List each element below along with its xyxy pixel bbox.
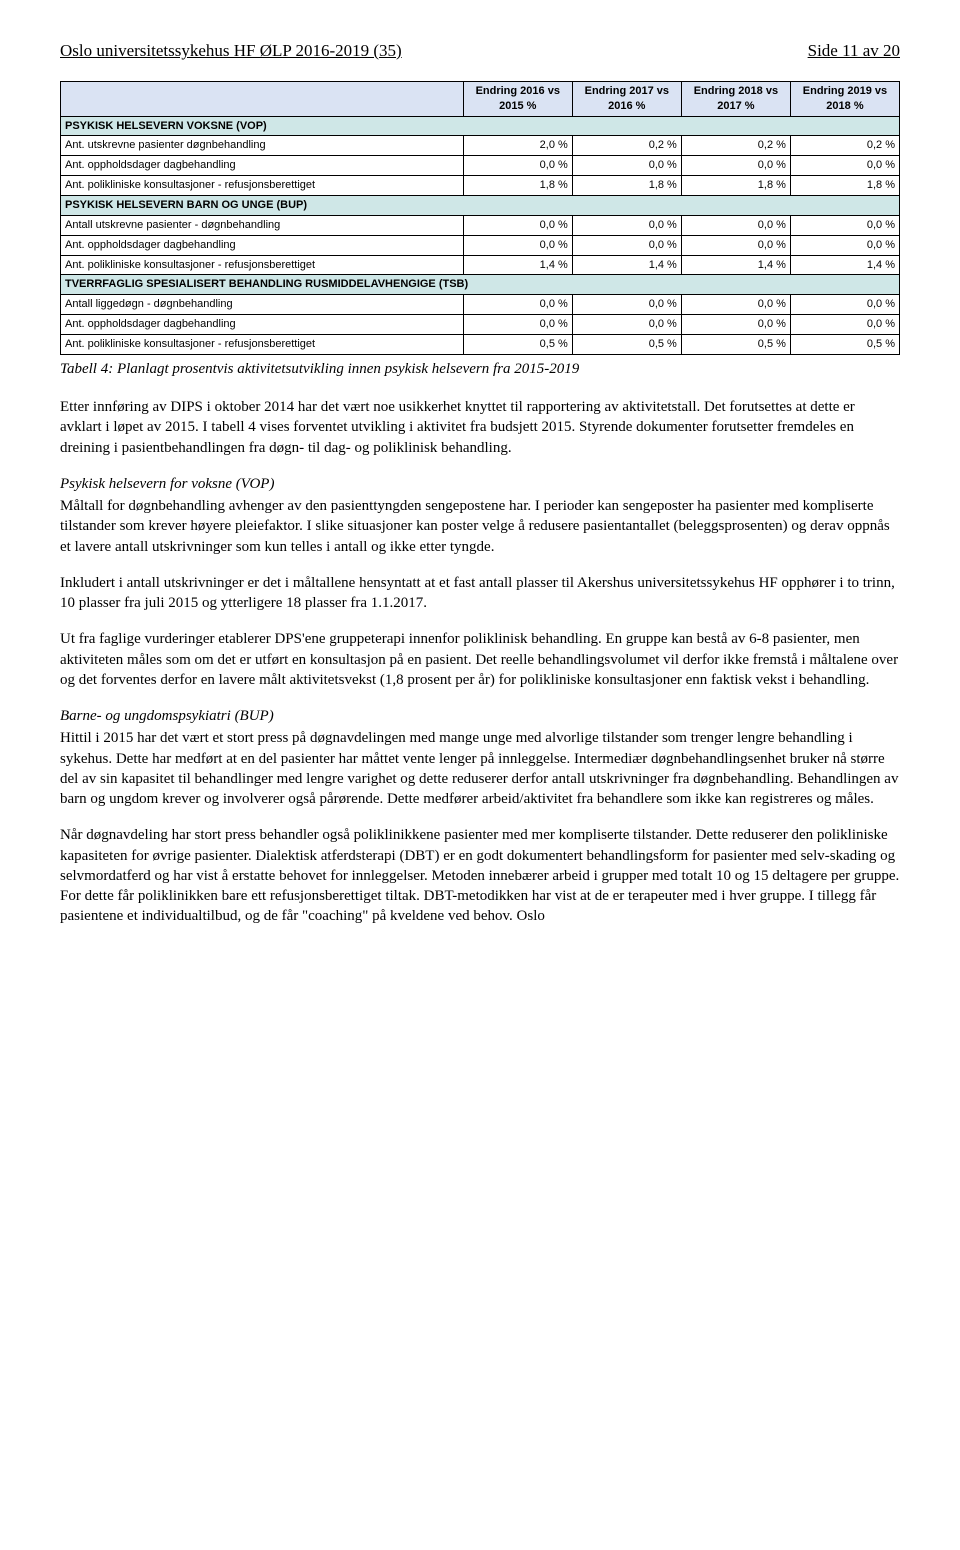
table-section-header: PSYKISK HELSEVERN VOKSNE (VOP) [61, 116, 900, 136]
col-header-2: Endring 2017 vs 2016 % [572, 81, 681, 116]
cell-value: 0,0 % [790, 215, 899, 235]
paragraph-5: Hittil i 2015 har det vært et stort pres… [60, 728, 900, 809]
cell-value: 0,2 % [790, 136, 899, 156]
col-header-4: Endring 2019 vs 2018 % [790, 81, 899, 116]
cell-value: 0,0 % [572, 295, 681, 315]
table-row: Ant. polikliniske konsultasjoner - refus… [61, 334, 900, 354]
table-row: Ant. polikliniske konsultasjoner - refus… [61, 176, 900, 196]
cell-value: 0,5 % [572, 334, 681, 354]
row-label: Antall utskrevne pasienter - døgnbehandl… [61, 215, 464, 235]
cell-value: 0,0 % [463, 235, 572, 255]
cell-value: 1,4 % [790, 255, 899, 275]
subhead-vop: Psykisk helsevern for voksne (VOP) [60, 474, 900, 494]
paragraph-6: Når døgnavdeling har stort press behandl… [60, 825, 900, 926]
cell-value: 0,0 % [790, 235, 899, 255]
col-header-1: Endring 2016 vs 2015 % [463, 81, 572, 116]
cell-value: 0,5 % [463, 334, 572, 354]
header-left: Oslo universitetssykehus HF ØLP 2016-201… [60, 40, 402, 63]
row-label: Ant. oppholdsdager dagbehandling [61, 156, 464, 176]
cell-value: 1,8 % [463, 176, 572, 196]
paragraph-2: Måltall for døgnbehandling avhenger av d… [60, 496, 900, 557]
cell-value: 0,0 % [572, 315, 681, 335]
col-header-3: Endring 2018 vs 2017 % [681, 81, 790, 116]
cell-value: 0,0 % [463, 295, 572, 315]
table-row: Ant. oppholdsdager dagbehandling0,0 %0,0… [61, 156, 900, 176]
cell-value: 0,0 % [681, 315, 790, 335]
table-row: Ant. polikliniske konsultasjoner - refus… [61, 255, 900, 275]
row-label: Ant. utskrevne pasienter døgnbehandling [61, 136, 464, 156]
header-right: Side 11 av 20 [808, 40, 900, 63]
cell-value: 0,0 % [790, 156, 899, 176]
table-row: Antall utskrevne pasienter - døgnbehandl… [61, 215, 900, 235]
cell-value: 0,0 % [572, 215, 681, 235]
cell-value: 2,0 % [463, 136, 572, 156]
cell-value: 1,8 % [572, 176, 681, 196]
row-label: Ant. oppholdsdager dagbehandling [61, 235, 464, 255]
row-label: Antall liggedøgn - døgnbehandling [61, 295, 464, 315]
subhead-bup: Barne- og ungdomspsykiatri (BUP) [60, 706, 900, 726]
page-header: Oslo universitetssykehus HF ØLP 2016-201… [60, 40, 900, 63]
table-row: Antall liggedøgn - døgnbehandling0,0 %0,… [61, 295, 900, 315]
activity-table: Endring 2016 vs 2015 % Endring 2017 vs 2… [60, 81, 900, 355]
cell-value: 1,4 % [572, 255, 681, 275]
paragraph-4: Ut fra faglige vurderinger etablerer DPS… [60, 629, 900, 690]
table-section-header: PSYKISK HELSEVERN BARN OG UNGE (BUP) [61, 196, 900, 216]
cell-value: 1,8 % [681, 176, 790, 196]
cell-value: 0,2 % [572, 136, 681, 156]
cell-value: 0,5 % [790, 334, 899, 354]
row-label: Ant. polikliniske konsultasjoner - refus… [61, 255, 464, 275]
cell-value: 0,0 % [681, 235, 790, 255]
cell-value: 1,4 % [463, 255, 572, 275]
cell-value: 0,0 % [790, 315, 899, 335]
cell-value: 0,5 % [681, 334, 790, 354]
table-row: Ant. utskrevne pasienter døgnbehandling2… [61, 136, 900, 156]
paragraph-3: Inkludert i antall utskrivninger er det … [60, 573, 900, 614]
cell-value: 0,0 % [463, 156, 572, 176]
cell-value: 0,0 % [681, 156, 790, 176]
col-header-empty [61, 81, 464, 116]
cell-value: 0,0 % [463, 215, 572, 235]
row-label: Ant. polikliniske konsultasjoner - refus… [61, 334, 464, 354]
cell-value: 0,0 % [463, 315, 572, 335]
cell-value: 0,0 % [681, 215, 790, 235]
row-label: Ant. polikliniske konsultasjoner - refus… [61, 176, 464, 196]
paragraph-1: Etter innføring av DIPS i oktober 2014 h… [60, 397, 900, 458]
table-row: Ant. oppholdsdager dagbehandling0,0 %0,0… [61, 315, 900, 335]
cell-value: 0,0 % [681, 295, 790, 315]
cell-value: 1,8 % [790, 176, 899, 196]
table-caption: Tabell 4: Planlagt prosentvis aktivitets… [60, 359, 900, 379]
table-section-header: TVERRFAGLIG SPESIALISERT BEHANDLING RUSM… [61, 275, 900, 295]
cell-value: 0,2 % [681, 136, 790, 156]
cell-value: 1,4 % [681, 255, 790, 275]
cell-value: 0,0 % [572, 235, 681, 255]
cell-value: 0,0 % [790, 295, 899, 315]
row-label: Ant. oppholdsdager dagbehandling [61, 315, 464, 335]
cell-value: 0,0 % [572, 156, 681, 176]
table-row: Ant. oppholdsdager dagbehandling0,0 %0,0… [61, 235, 900, 255]
